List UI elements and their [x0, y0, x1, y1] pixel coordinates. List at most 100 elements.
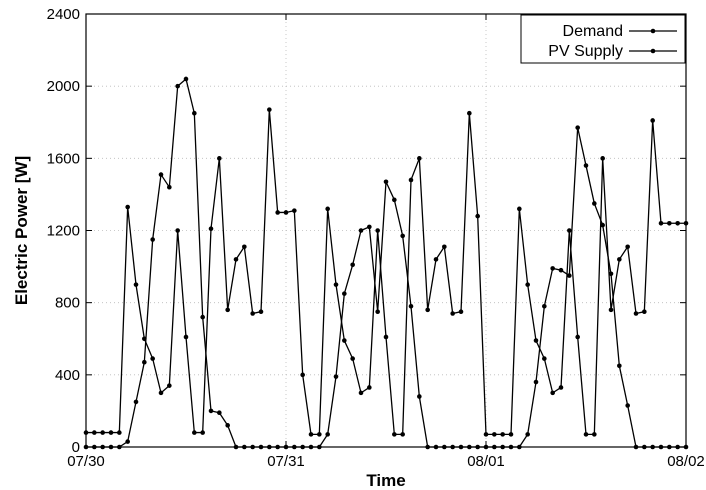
data-point	[375, 228, 380, 233]
data-point	[408, 303, 414, 309]
data-point	[100, 430, 105, 435]
data-point	[592, 432, 597, 437]
data-point	[267, 107, 272, 112]
legend-label: Demand	[563, 23, 623, 40]
x-tick-label: 07/31	[267, 453, 305, 470]
data-point	[467, 110, 472, 116]
data-point	[542, 356, 547, 361]
data-point	[575, 334, 580, 340]
data-point	[158, 390, 164, 396]
data-point	[333, 374, 339, 379]
data-point	[292, 208, 297, 213]
data-point	[358, 390, 364, 396]
data-point	[350, 262, 355, 268]
data-point	[608, 307, 614, 313]
data-point	[358, 228, 364, 233]
legend-marker	[650, 28, 656, 34]
data-point	[558, 385, 564, 390]
y-tick-label: 2400	[47, 6, 80, 23]
legend-box	[520, 14, 686, 64]
data-point	[558, 267, 564, 273]
data-point	[583, 163, 589, 168]
data-point	[408, 177, 414, 183]
data-point	[600, 222, 605, 228]
y-tick-label: 1600	[47, 150, 80, 167]
x-tick-label: 07/30	[67, 453, 105, 470]
data-point	[225, 423, 230, 428]
data-point	[192, 430, 197, 435]
y-tick-label: 1200	[47, 223, 80, 240]
data-point	[567, 228, 572, 233]
data-point	[283, 210, 289, 215]
data-point	[392, 432, 397, 437]
data-point	[275, 210, 280, 215]
legend-label: PV Supply	[548, 43, 623, 60]
data-point	[383, 179, 389, 185]
data-point	[633, 311, 639, 316]
data-point	[300, 372, 305, 378]
data-point	[642, 309, 647, 314]
data-point	[533, 338, 539, 343]
data-point	[417, 156, 422, 161]
data-point	[175, 83, 180, 89]
data-point	[217, 156, 222, 161]
data-point	[600, 156, 605, 161]
series-demand	[83, 107, 689, 437]
y-tick-label: 2000	[47, 78, 80, 95]
data-point	[225, 307, 230, 313]
data-point	[592, 201, 597, 206]
data-point	[258, 309, 264, 314]
data-point	[658, 220, 664, 226]
data-point	[133, 399, 139, 405]
data-point	[375, 309, 380, 314]
y-axis-title: Electric Power [W]	[12, 156, 31, 305]
data-point	[342, 338, 347, 343]
data-point	[533, 379, 539, 385]
data-point	[550, 390, 555, 396]
data-point	[192, 110, 197, 116]
y-tick-label: 0	[72, 439, 80, 456]
x-tick-label: 08/01	[467, 453, 505, 470]
data-point	[367, 224, 372, 230]
data-point	[583, 432, 589, 437]
data-point	[158, 172, 164, 177]
data-point	[117, 430, 122, 435]
y-tick-label: 800	[55, 295, 80, 312]
data-point	[433, 257, 439, 262]
data-point	[92, 430, 97, 435]
data-point	[625, 403, 630, 408]
data-point	[392, 197, 397, 203]
data-point	[325, 206, 330, 212]
data-point	[108, 430, 114, 435]
data-point	[200, 314, 205, 320]
data-point	[325, 432, 330, 437]
data-point	[175, 228, 180, 233]
data-point	[417, 394, 422, 399]
data-point	[233, 257, 239, 262]
data-point	[150, 356, 155, 361]
data-point	[133, 282, 139, 287]
data-point	[125, 204, 130, 210]
data-point	[617, 363, 622, 369]
data-point	[567, 273, 572, 278]
data-point	[200, 430, 205, 435]
data-point	[425, 307, 430, 313]
data-point	[492, 432, 497, 437]
data-point	[167, 184, 172, 190]
data-point	[125, 439, 130, 444]
data-point	[183, 76, 189, 82]
x-tick-label: 08/02	[667, 453, 705, 470]
data-point	[400, 233, 405, 239]
data-point	[350, 356, 355, 361]
legend: Demand PV Supply	[520, 14, 686, 64]
grid-lines	[86, 14, 686, 447]
data-point	[667, 220, 672, 226]
data-point	[450, 311, 455, 316]
data-point	[508, 432, 514, 437]
data-point	[542, 303, 547, 309]
data-point	[308, 432, 314, 437]
data-point	[525, 282, 530, 287]
data-point	[650, 118, 655, 123]
data-point	[575, 125, 580, 130]
